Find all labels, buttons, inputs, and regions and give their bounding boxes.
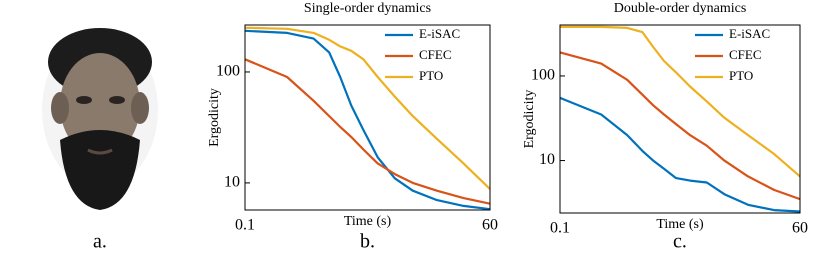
portrait-eye: [109, 96, 125, 104]
data-line: [559, 51, 801, 201]
plot-frame: [244, 24, 491, 211]
portrait: [42, 28, 158, 210]
x-tick-label: 60: [792, 220, 808, 237]
x-tick-label: 0.1: [235, 217, 255, 234]
data-line: [560, 25, 801, 178]
chart-title: Double-order dynamics: [614, 1, 747, 16]
legend-label: CFEC: [419, 47, 452, 62]
data-line: [244, 29, 491, 211]
panel-caption: c.: [673, 231, 687, 253]
legend-label: E-iSAC: [729, 26, 770, 41]
y-tick-label: 100: [216, 63, 240, 80]
panel-caption: a.: [93, 231, 107, 253]
x-axis-label: Time (s): [656, 217, 704, 232]
data-line: [244, 58, 491, 205]
portrait-eye: [76, 96, 92, 104]
data-line: [244, 26, 491, 190]
portrait-ear: [51, 92, 69, 124]
y-tick-label: 10: [539, 151, 555, 168]
y-axis-label: Ergodicity: [522, 90, 537, 149]
data-line: [559, 96, 801, 213]
x-tick-label: 60: [482, 217, 498, 234]
legend-label: CFEC: [729, 47, 762, 62]
y-tick-label: 100: [531, 67, 555, 84]
portrait-face: [60, 53, 140, 157]
y-axis-label: Ergodicity: [207, 88, 222, 147]
x-axis-label: Time (s): [344, 214, 392, 229]
legend-label: PTO: [419, 68, 443, 83]
y-tick-label: 10: [224, 174, 240, 191]
panel-caption: b.: [360, 231, 375, 253]
portrait-beard: [60, 130, 140, 210]
x-tick-label: 0.1: [550, 220, 570, 237]
legend-label: E-iSAC: [419, 26, 460, 41]
portrait-mouth: [87, 148, 113, 155]
plot-frame: [559, 24, 801, 214]
chart-title: Single-order dynamics: [304, 1, 431, 16]
legend-label: PTO: [729, 68, 753, 83]
portrait-ear: [131, 92, 149, 124]
